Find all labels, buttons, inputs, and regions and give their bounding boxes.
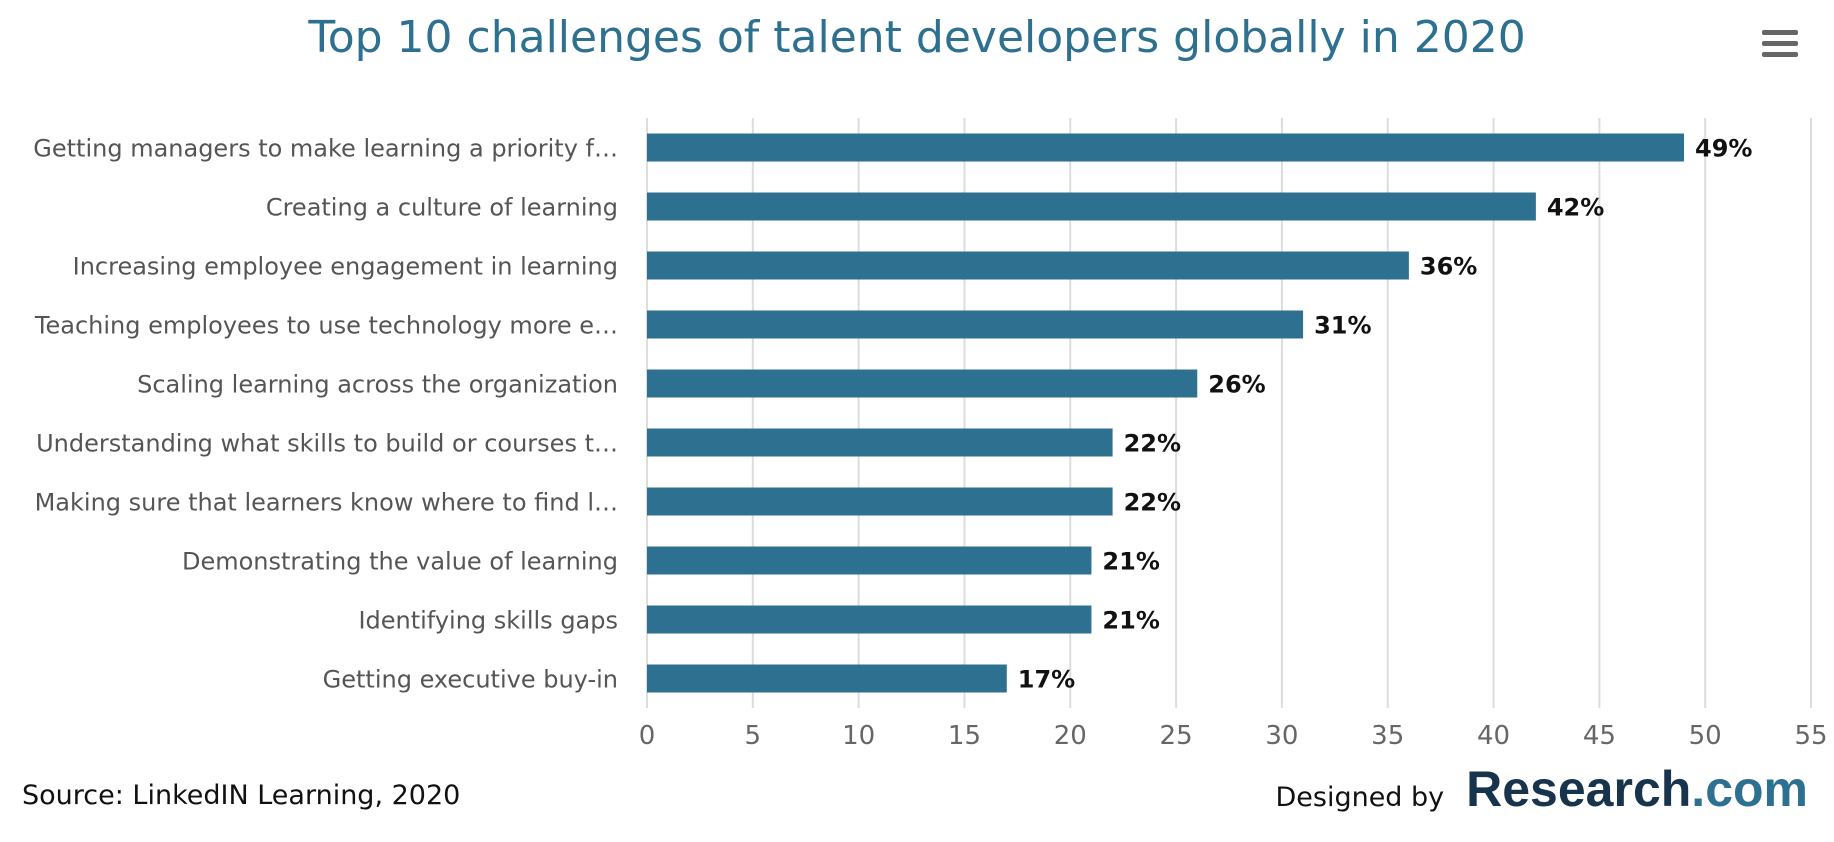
data-label: 22% (1124, 489, 1181, 517)
data-label: 49% (1695, 135, 1752, 163)
x-tick-label: 0 (639, 721, 656, 751)
category-label: Identifying skills gaps (358, 607, 618, 635)
chart-title: Top 10 challenges of talent developers g… (308, 12, 1526, 63)
hamburger-menu-icon[interactable] (1762, 30, 1798, 62)
brand-main: Research (1466, 761, 1692, 817)
source-note: Source: LinkedIN Learning, 2020 (22, 780, 461, 811)
bar (647, 192, 1536, 221)
x-tick-label: 50 (1689, 721, 1722, 751)
data-label: 42% (1547, 194, 1604, 222)
data-label: 21% (1102, 548, 1159, 576)
x-tick-label: 40 (1477, 721, 1510, 751)
category-label: Understanding what skills to build or co… (36, 430, 618, 458)
bar (647, 664, 1007, 693)
category-label: Making sure that learners know where to … (35, 489, 618, 517)
category-label: Increasing employee engagement in learni… (73, 253, 618, 281)
category-label: Creating a culture of learning (266, 194, 618, 222)
data-label: 36% (1420, 253, 1477, 281)
bar (647, 369, 1198, 398)
bar (647, 133, 1685, 162)
designed-by-label: Designed by (1275, 782, 1445, 813)
x-tick-label: 35 (1371, 721, 1404, 751)
research-com-logo[interactable]: Research.com (1466, 760, 1808, 818)
data-label: 22% (1124, 430, 1181, 458)
bar (647, 546, 1092, 575)
bar (647, 251, 1409, 280)
menu-line (1762, 41, 1798, 46)
bar (647, 310, 1304, 339)
labels: 0 5 10 15 20 25 30 35 40 45 50 55 Getting managers t… (33, 135, 1827, 752)
category-label: Teaching employees to use technology mor… (34, 312, 618, 340)
menu-line (1762, 30, 1798, 35)
bar (647, 487, 1113, 516)
x-tick-label: 25 (1160, 721, 1193, 751)
category-label: Getting executive buy-in (323, 666, 618, 694)
x-tick-label: 10 (842, 721, 875, 751)
x-tick-label: 30 (1265, 721, 1298, 751)
x-tick-label: 55 (1794, 721, 1827, 751)
category-label: Demonstrating the value of learning (182, 548, 618, 576)
x-tick-label: 45 (1583, 721, 1616, 751)
category-label: Getting managers to make learning a prio… (33, 135, 618, 163)
bar (647, 605, 1092, 634)
data-label: 21% (1102, 607, 1159, 635)
data-label: 17% (1018, 666, 1075, 694)
bars (647, 133, 1685, 693)
data-label: 26% (1208, 371, 1265, 399)
data-label: 31% (1314, 312, 1371, 340)
x-tick-label: 20 (1054, 721, 1087, 751)
category-label: Scaling learning across the organization (137, 371, 618, 399)
designed-by-credit: Designed by Research.com (1275, 760, 1808, 818)
x-tick-label: 5 (745, 721, 762, 751)
menu-line (1762, 52, 1798, 57)
x-tick-label: 15 (948, 721, 981, 751)
brand-tld: .com (1691, 761, 1808, 817)
bar (647, 428, 1113, 457)
